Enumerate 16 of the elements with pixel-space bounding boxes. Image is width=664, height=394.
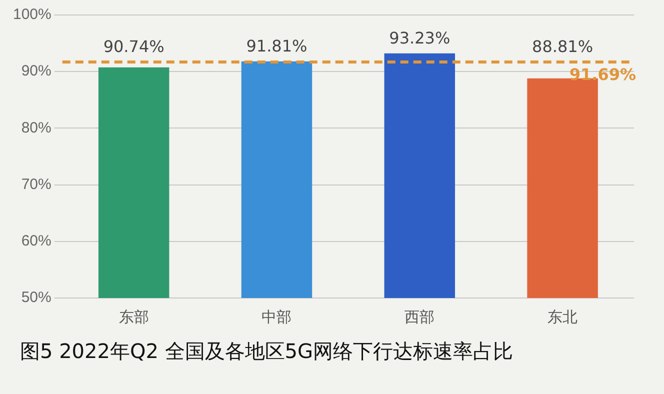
y-tick-label: 100% bbox=[12, 6, 52, 24]
x-tick-label: 东北 bbox=[548, 309, 578, 326]
data-label: 91.81% bbox=[246, 36, 308, 56]
data-label: 93.23% bbox=[389, 28, 450, 48]
y-tick-label: 80% bbox=[21, 119, 52, 136]
y-tick-label: 50% bbox=[21, 289, 52, 306]
y-tick-label: 70% bbox=[21, 176, 52, 193]
ref-line-label: 91.69% bbox=[569, 65, 636, 84]
x-tick-label: 中部 bbox=[262, 309, 292, 326]
data-label: 88.81% bbox=[532, 37, 594, 56]
x-tick-label: 东部 bbox=[118, 309, 149, 326]
data-label: 90.74% bbox=[103, 37, 164, 56]
y-tick-label: 90% bbox=[21, 62, 52, 80]
text: 图5 2022年Q2 全国及各地区5G网络下行达标速率占比 bbox=[20, 338, 514, 365]
y-tick-label: 60% bbox=[21, 232, 52, 250]
x-tick-label: 西部 bbox=[404, 309, 435, 326]
